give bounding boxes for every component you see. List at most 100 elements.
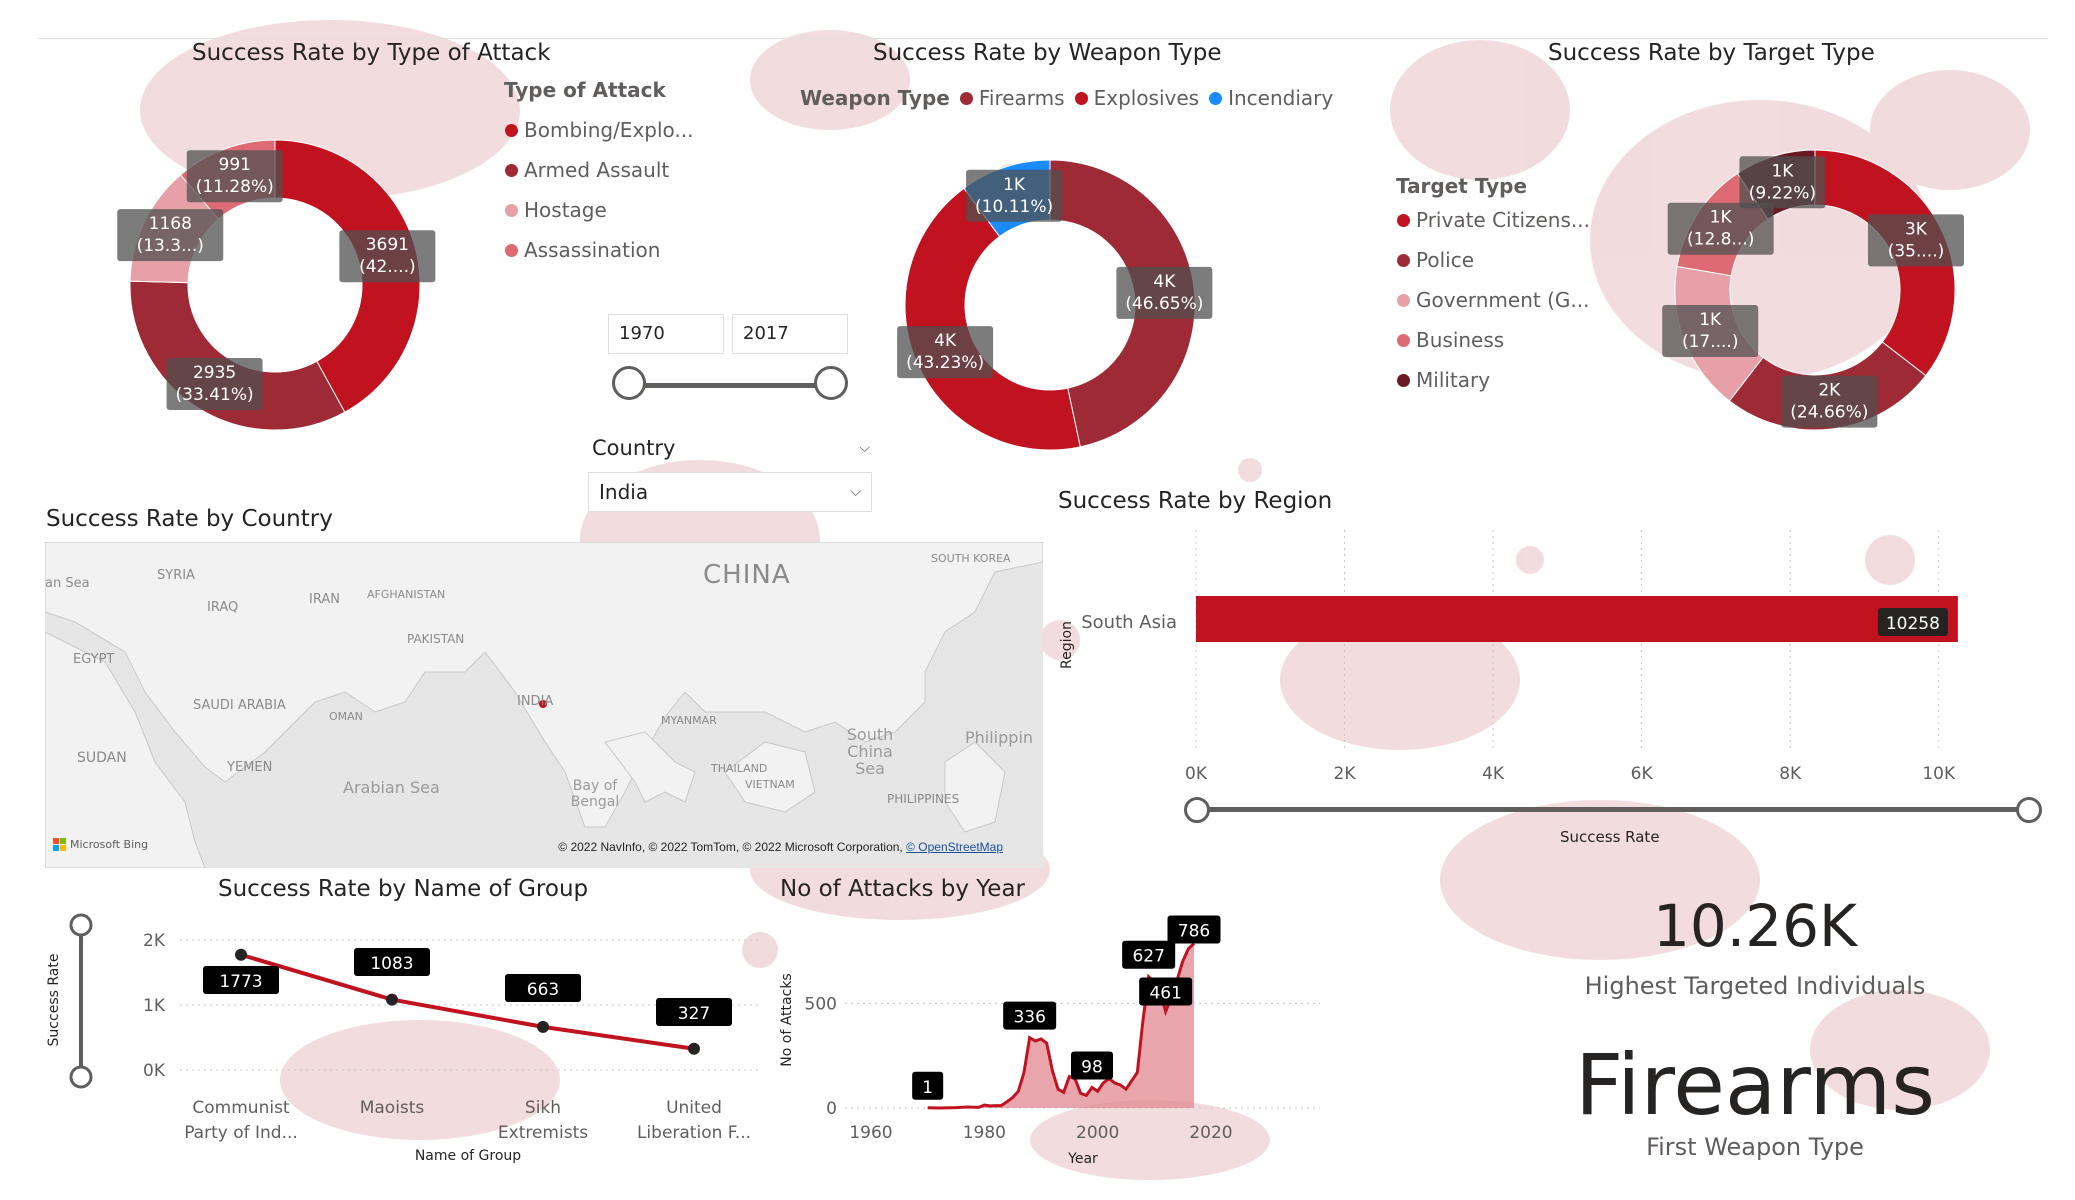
weapon-legend-item[interactable]: Firearms [959, 86, 1065, 110]
data-label-bg [1167, 915, 1221, 944]
data-label-percent: (11.28%) [196, 177, 274, 197]
year-data-label: 786 [1178, 921, 1210, 941]
country-slicer-header[interactable]: Country ⌵ [592, 436, 870, 460]
legend-dot [505, 123, 518, 137]
year-data-label: 461 [1149, 983, 1181, 1003]
attack-legend-item[interactable]: Armed Assault [505, 150, 693, 190]
region-slider-start-handle[interactable] [1184, 797, 1210, 823]
group-data-label: 1083 [370, 954, 413, 974]
group-point[interactable] [235, 948, 247, 961]
weapon-legend-item[interactable]: Explosives [1074, 86, 1199, 110]
legend-dot [505, 163, 518, 177]
donut-data-label: 3691(42....) [339, 230, 436, 283]
country-dropdown-value: India [599, 480, 649, 504]
x-tick-label: 1960 [849, 1123, 892, 1143]
target-legend: Private Citizens... Police Government (G… [1397, 200, 1590, 400]
weapon-legend-item[interactable]: Incendiary [1209, 86, 1333, 110]
donut-data-label: 1K(9.22%) [1739, 156, 1826, 209]
year-from-input[interactable]: 1970 [608, 314, 724, 354]
data-label-value: 1K [1771, 161, 1794, 181]
data-label-bg [912, 1071, 944, 1100]
year-to-input[interactable]: 2017 [732, 314, 848, 354]
data-label-value: 3K [1905, 219, 1928, 239]
y-tick-label: 1K [143, 996, 166, 1016]
year-chart-title: No of Attacks by Year [780, 876, 1026, 902]
legend-dot [1397, 373, 1410, 387]
year-slider-end-handle[interactable] [814, 366, 848, 400]
group-category-label: Liberation F... [637, 1123, 751, 1143]
target-legend-item[interactable]: Police [1397, 240, 1590, 280]
data-label-value: 991 [219, 155, 251, 175]
data-label-value: 2935 [193, 363, 236, 383]
data-label-bg [1003, 1001, 1057, 1030]
country-map[interactable]: CHINA SYRIA IRAQ IRAN AFGHANISTAN PAKIST… [45, 542, 1043, 868]
map-label: MYANMAR [661, 714, 717, 727]
osm-link[interactable]: © OpenStreetMap [906, 840, 1003, 854]
region-slider-end-handle[interactable] [2016, 797, 2042, 823]
group-category-label: Sikh [525, 1098, 561, 1118]
attack-legend: Bombing/Explo... Armed Assault Hostage A… [505, 110, 693, 270]
target-legend-item[interactable]: Military [1397, 360, 1590, 400]
data-label-bg [897, 326, 994, 379]
data-label-value: 4K [934, 331, 957, 351]
year-slider-start-handle[interactable] [612, 366, 646, 400]
y-range-slider-handle[interactable] [69, 913, 93, 937]
map-label: THAILAND [711, 762, 768, 775]
chevron-down-icon: ⌵ [850, 484, 861, 500]
data-label-bg [1781, 375, 1878, 428]
attack-legend-item[interactable]: Bombing/Explo... [505, 110, 693, 150]
data-label-percent: (10.11%) [975, 197, 1053, 217]
attack-donut-chart[interactable]: 3691(42....) 2935(33.41%) 1168(13.3...) 991… [110, 120, 490, 460]
region-y-axis-title: Region [1059, 621, 1075, 669]
year-data-label: 336 [1013, 1008, 1045, 1028]
map-label: IRAN [309, 592, 340, 607]
group-y-axis-title: Success Rate [46, 954, 62, 1047]
target-legend-item[interactable]: Private Citizens... [1397, 200, 1590, 240]
attack-legend-item[interactable]: Hostage [505, 190, 693, 230]
data-label-bg [354, 948, 430, 976]
data-label-bg [505, 974, 581, 1002]
target-legend-item[interactable]: Government (G... [1397, 280, 1590, 320]
weapon-legend: Weapon Type Firearms Explosives Incendia… [800, 86, 1333, 110]
attack-legend-item[interactable]: Assassination [505, 230, 693, 270]
group-point[interactable] [688, 1042, 700, 1055]
legend-label: Firearms [978, 86, 1065, 110]
weapon-donut-chart[interactable]: 4K(46.65%)4K(43.23%)1K(10.11%) [880, 140, 1300, 470]
group-data-label: 663 [527, 980, 559, 1000]
target-chart-title: Success Rate by Target Type [1548, 40, 1875, 66]
x-tick-label: 2020 [1189, 1123, 1232, 1143]
country-dropdown[interactable]: India ⌵ [588, 472, 872, 512]
donut-slice[interactable] [1049, 159, 1196, 448]
target-legend-title: Target Type [1396, 174, 1528, 198]
region-bar[interactable] [1196, 596, 1958, 642]
region-bar-chart[interactable]: 0K 2K 4K 6K 8K 10K Region South Asia 10258 [1050, 520, 2040, 860]
legend-dot [1397, 293, 1410, 307]
data-label-bg [1739, 156, 1826, 209]
attacks-year-area-chart[interactable]: 500 0 1960 1980 2000 2020 No of Attacks Year 1 33… [775, 905, 1335, 1170]
y-range-slider-handle[interactable] [69, 1065, 93, 1089]
legend-dot [959, 91, 973, 105]
x-tick-label: 1980 [963, 1123, 1006, 1143]
data-label-bg [1667, 202, 1774, 255]
legend-dot [1397, 333, 1410, 347]
region-data-label: 10258 [1886, 614, 1940, 634]
map-label: SYRIA [157, 568, 195, 583]
year-data-label: 98 [1081, 1057, 1103, 1077]
x-tick-label: 2000 [1076, 1123, 1119, 1143]
map-label: PAKISTAN [407, 632, 465, 646]
target-donut-chart[interactable]: 3K(35....)2K(24.66%)1K(17....)1K(12.8...… [1640, 130, 1980, 450]
map-label: IRAQ [207, 600, 239, 615]
group-point[interactable] [386, 993, 398, 1006]
kpi-first-weapon-value: Firearms [1574, 1036, 1936, 1134]
chevron-down-icon[interactable]: ⌵ [859, 440, 870, 456]
group-point[interactable] [537, 1020, 549, 1033]
data-label-percent: (35....) [1888, 241, 1945, 261]
weapon-chart-title: Success Rate by Weapon Type [873, 40, 1222, 66]
year-slider-track[interactable] [632, 383, 832, 388]
group-line-chart[interactable]: 2K 1K 0K Success Rate 1773 1083 663 327 Communis… [40, 905, 780, 1170]
india-marker[interactable] [539, 700, 547, 708]
data-label-bg [166, 358, 263, 411]
bing-logo: Microsoft Bing [53, 838, 148, 851]
region-slider-track[interactable] [1196, 807, 2028, 812]
target-legend-item[interactable]: Business [1397, 320, 1590, 360]
